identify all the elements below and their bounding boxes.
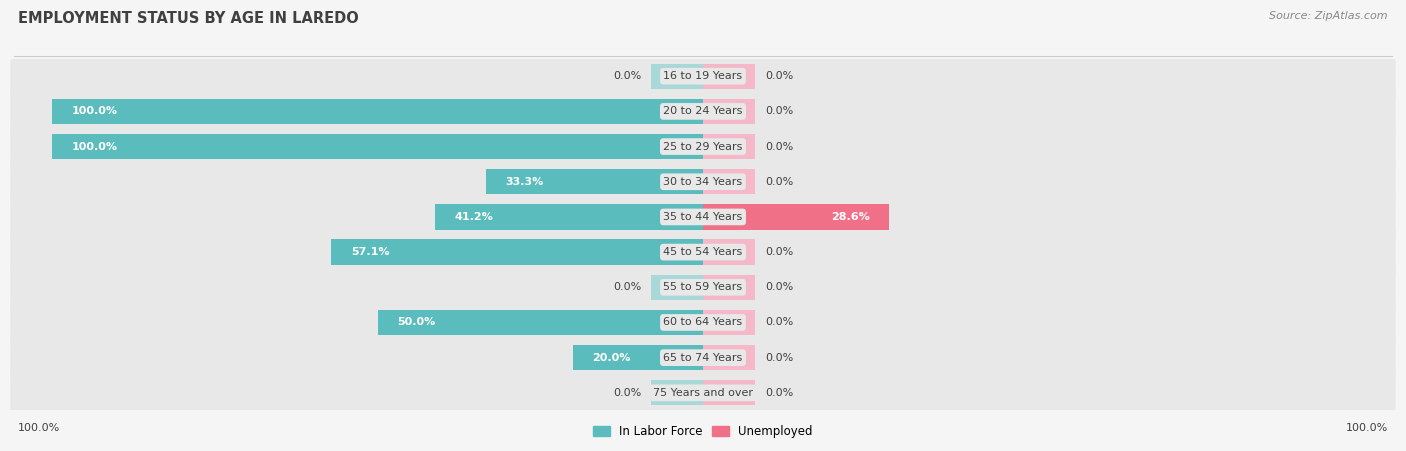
Bar (52, 134, 703, 159)
Text: EMPLOYMENT STATUS BY AGE IN LAREDO: EMPLOYMENT STATUS BY AGE IN LAREDO (18, 11, 359, 26)
FancyBboxPatch shape (10, 116, 1396, 177)
FancyBboxPatch shape (10, 327, 1396, 388)
Text: 65 to 74 Years: 65 to 74 Years (664, 353, 742, 363)
FancyBboxPatch shape (10, 46, 1396, 106)
Text: 0.0%: 0.0% (765, 388, 793, 398)
Text: 55 to 59 Years: 55 to 59 Years (664, 282, 742, 292)
Legend: In Labor Force, Unemployed: In Labor Force, Unemployed (589, 420, 817, 443)
Bar (651, 380, 703, 405)
Text: 20 to 24 Years: 20 to 24 Years (664, 106, 742, 116)
Text: 16 to 19 Years: 16 to 19 Years (664, 71, 742, 81)
Text: 0.0%: 0.0% (765, 177, 793, 187)
Text: 0.0%: 0.0% (765, 318, 793, 327)
Text: 20.0%: 20.0% (592, 353, 631, 363)
Bar (434, 204, 703, 230)
Bar (52, 99, 703, 124)
FancyBboxPatch shape (10, 257, 1396, 318)
Text: 0.0%: 0.0% (765, 71, 793, 81)
Bar (703, 64, 755, 89)
Text: 30 to 34 Years: 30 to 34 Years (664, 177, 742, 187)
Bar (378, 310, 703, 335)
Text: 0.0%: 0.0% (765, 353, 793, 363)
Text: 0.0%: 0.0% (765, 282, 793, 292)
Bar (703, 275, 755, 300)
Text: 0.0%: 0.0% (765, 106, 793, 116)
Text: Source: ZipAtlas.com: Source: ZipAtlas.com (1270, 11, 1388, 21)
FancyBboxPatch shape (10, 222, 1396, 282)
Text: 0.0%: 0.0% (765, 247, 793, 257)
Bar (703, 310, 755, 335)
Text: 75 Years and over: 75 Years and over (652, 388, 754, 398)
Bar (651, 275, 703, 300)
Bar (703, 380, 755, 405)
Bar (703, 99, 755, 124)
Bar (486, 169, 703, 194)
FancyBboxPatch shape (10, 363, 1396, 423)
Text: 45 to 54 Years: 45 to 54 Years (664, 247, 742, 257)
FancyBboxPatch shape (10, 187, 1396, 247)
Bar (703, 134, 755, 159)
Text: 41.2%: 41.2% (454, 212, 494, 222)
Text: 100.0%: 100.0% (72, 106, 118, 116)
Text: 100.0%: 100.0% (18, 423, 60, 433)
Text: 35 to 44 Years: 35 to 44 Years (664, 212, 742, 222)
Text: 100.0%: 100.0% (72, 142, 118, 152)
Bar (703, 345, 755, 370)
Bar (703, 169, 755, 194)
FancyBboxPatch shape (10, 152, 1396, 212)
FancyBboxPatch shape (10, 81, 1396, 142)
FancyBboxPatch shape (10, 292, 1396, 353)
Text: 0.0%: 0.0% (765, 142, 793, 152)
Text: 57.1%: 57.1% (352, 247, 389, 257)
Text: 0.0%: 0.0% (613, 282, 641, 292)
Text: 100.0%: 100.0% (1346, 423, 1388, 433)
Bar (572, 345, 703, 370)
Text: 25 to 29 Years: 25 to 29 Years (664, 142, 742, 152)
Text: 28.6%: 28.6% (831, 212, 870, 222)
Text: 50.0%: 50.0% (396, 318, 436, 327)
Text: 33.3%: 33.3% (506, 177, 544, 187)
Bar (703, 204, 889, 230)
Bar (703, 239, 755, 265)
Text: 0.0%: 0.0% (613, 71, 641, 81)
Text: 0.0%: 0.0% (613, 388, 641, 398)
Bar (651, 64, 703, 89)
Text: 60 to 64 Years: 60 to 64 Years (664, 318, 742, 327)
Bar (332, 239, 703, 265)
